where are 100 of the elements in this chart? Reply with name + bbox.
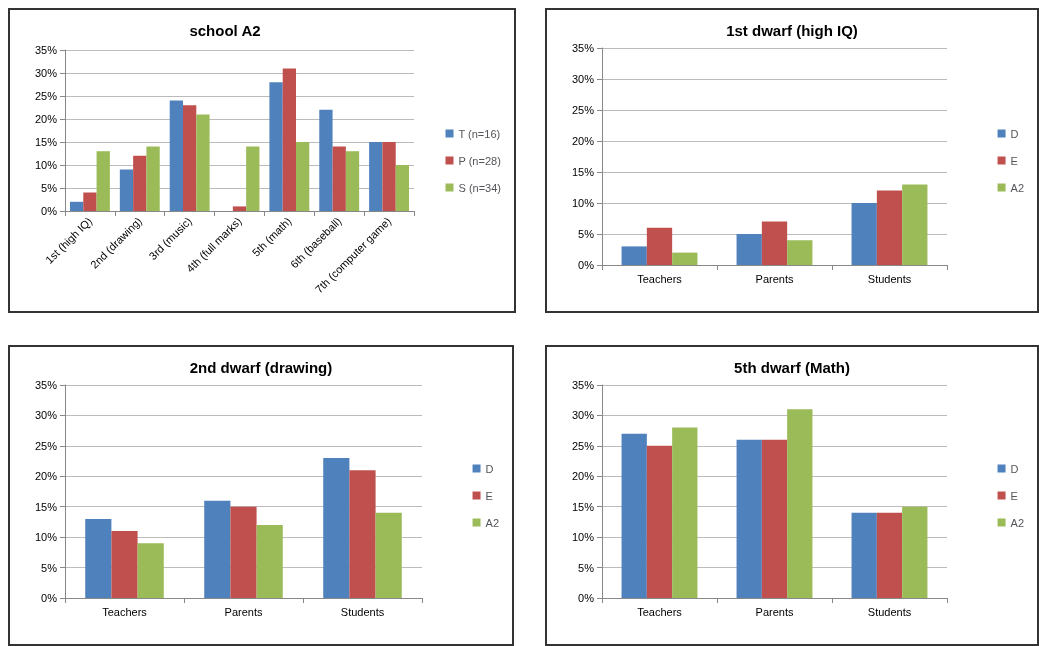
bar [133,155,147,211]
y-tick-label: 5% [41,561,58,574]
bar [282,68,296,211]
y-tick-label: 5% [41,182,58,194]
legend-label: S (n=34) [458,181,501,194]
chart-title: 1st dwarf (high IQ) [726,22,858,39]
y-tick-label: 15% [34,500,58,513]
y-tick-label: 35% [571,42,595,54]
y-tick-label: 20% [34,470,58,483]
bar [621,246,647,265]
bar [382,142,396,211]
bar [85,518,112,598]
bar [345,151,360,211]
bar [137,543,164,598]
y-tick-label: 10% [34,159,58,171]
bar [672,427,698,598]
bar [761,221,788,265]
y-tick-label: 0% [41,205,58,217]
y-tick-label: 20% [34,113,58,125]
bar [96,151,110,211]
bar [256,524,283,598]
y-tick-label: 15% [571,500,595,513]
chart-title: 5th dwarf (Math) [734,359,850,376]
y-tick-label: 25% [34,90,58,102]
x-tick-label: Students [340,605,385,618]
x-tick-label: Parents [755,605,794,618]
legend-label: E [1010,489,1018,502]
bar [232,206,247,211]
legend-label: A2 [1010,181,1025,194]
y-tick-label: 25% [34,439,58,452]
bar [736,234,762,265]
legend-label: D [485,462,494,475]
bar [646,445,673,598]
bar [761,439,788,598]
y-tick-label: 30% [34,409,58,422]
y-tick-label: 20% [571,470,595,483]
bar [902,184,928,265]
y-tick-label: 0% [41,592,58,604]
legend-label: E [485,489,493,502]
y-tick-label: 10% [34,531,58,544]
bar [787,240,813,265]
bar [876,512,903,598]
bar [851,203,877,265]
legend-label: D [1010,462,1019,475]
bar [621,433,647,598]
bar [319,109,333,211]
bar [204,500,231,598]
legend-label: T (n=16) [458,127,501,140]
y-tick-label: 10% [571,197,595,209]
bar [111,531,138,598]
y-tick-label: 35% [34,44,58,56]
bar [369,142,383,211]
y-tick-label: 5% [578,561,595,574]
y-tick-label: 25% [571,104,595,116]
legend-label: P (n=28) [458,154,501,167]
y-tick-label: 15% [34,136,58,148]
bar [646,227,673,265]
bar [851,512,877,598]
y-tick-label: 35% [34,379,58,391]
legend-label: A2 [1010,516,1025,529]
y-tick-label: 10% [571,531,595,544]
bar [230,506,257,598]
bar [119,169,134,211]
bar [395,165,410,211]
bar [375,512,402,598]
bar [323,458,350,598]
bar [146,146,160,211]
bar [183,105,197,211]
x-tick-label: Teachers [637,272,683,285]
bar [269,82,283,211]
y-tick-label: 5% [578,228,595,240]
y-tick-label: 30% [34,67,58,79]
x-tick-label: Teachers [637,605,683,618]
bar [169,100,183,211]
y-tick-label: 25% [571,439,595,452]
bar [787,409,813,598]
y-tick-label: 35% [571,379,595,391]
bar [876,190,903,265]
bar [83,192,97,211]
bar [902,506,928,598]
legend-label: D [1010,127,1019,140]
bar [332,146,346,211]
x-tick-label: Students [867,605,912,618]
x-tick-label: Students [867,272,912,285]
y-tick-label: 30% [571,73,595,85]
bar [246,146,260,211]
y-tick-label: 0% [578,259,595,271]
chart-title: school A2 [189,22,261,39]
legend-label: E [1010,154,1018,167]
bar [69,201,84,211]
chart-title: 2nd dwarf (drawing) [189,359,333,376]
x-tick-label: Parents [755,272,794,285]
y-tick-label: 20% [571,135,595,147]
bar [196,114,210,211]
y-tick-label: 15% [571,166,595,178]
y-tick-label: 0% [578,592,595,604]
bar [349,470,376,598]
y-tick-label: 30% [571,409,595,422]
legend-label: A2 [485,516,500,529]
x-tick-label: Parents [224,605,263,618]
